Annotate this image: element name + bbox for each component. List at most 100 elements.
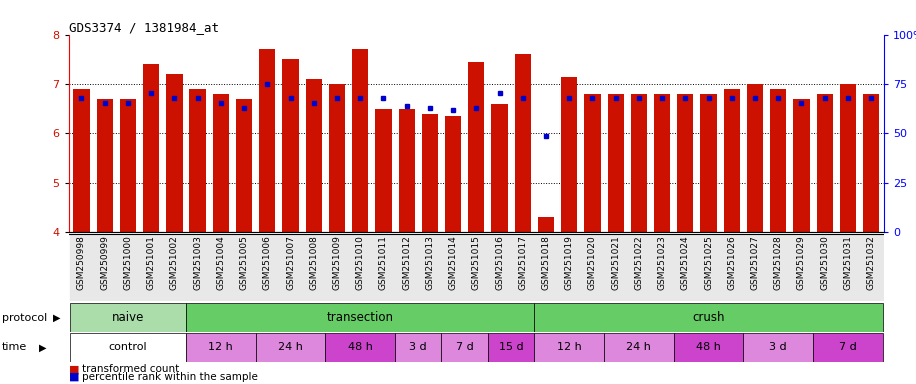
Bar <box>376 109 391 232</box>
Bar <box>767 234 790 301</box>
Bar <box>581 234 604 301</box>
Bar <box>558 234 581 301</box>
Text: 7 d: 7 d <box>456 342 474 353</box>
Text: GSM251006: GSM251006 <box>263 236 272 290</box>
Bar <box>488 333 534 362</box>
Text: crush: crush <box>692 311 725 324</box>
Bar <box>534 234 558 301</box>
Text: GSM251025: GSM251025 <box>704 236 713 290</box>
Text: GSM250998: GSM250998 <box>77 236 86 290</box>
Text: 15 d: 15 d <box>499 342 523 353</box>
Bar <box>236 99 252 232</box>
Text: GSM251018: GSM251018 <box>541 236 551 290</box>
Text: GSM251021: GSM251021 <box>611 236 620 290</box>
Text: GSM251012: GSM251012 <box>402 236 411 290</box>
Bar <box>278 234 302 301</box>
Bar <box>421 114 438 232</box>
Text: GSM251027: GSM251027 <box>750 236 759 290</box>
Bar <box>654 94 671 232</box>
Text: 24 h: 24 h <box>627 342 651 353</box>
Text: ■: ■ <box>69 372 79 382</box>
Text: GSM251001: GSM251001 <box>147 236 156 290</box>
Bar <box>631 94 647 232</box>
Text: ■: ■ <box>69 364 79 374</box>
Text: GDS3374 / 1381984_at: GDS3374 / 1381984_at <box>69 21 219 34</box>
Bar <box>233 234 256 301</box>
Bar <box>372 234 395 301</box>
Bar <box>395 234 419 301</box>
Bar <box>464 234 488 301</box>
Bar <box>534 303 883 332</box>
Bar <box>256 333 325 362</box>
Bar <box>70 303 186 332</box>
Bar <box>720 234 744 301</box>
Bar <box>163 234 186 301</box>
Text: GSM251022: GSM251022 <box>635 236 643 290</box>
Bar <box>306 79 322 232</box>
Bar <box>674 333 744 362</box>
Text: 48 h: 48 h <box>696 342 721 353</box>
Text: GSM251008: GSM251008 <box>310 236 318 290</box>
Bar <box>349 234 372 301</box>
Text: naive: naive <box>112 311 144 324</box>
Text: ▶: ▶ <box>38 342 46 353</box>
Bar <box>747 84 763 232</box>
Bar <box>744 333 813 362</box>
Text: percentile rank within the sample: percentile rank within the sample <box>82 372 258 382</box>
Bar <box>697 234 720 301</box>
Text: GSM251031: GSM251031 <box>844 236 853 290</box>
Bar <box>186 303 534 332</box>
Bar <box>70 234 93 301</box>
Bar <box>584 94 601 232</box>
Bar <box>120 99 136 232</box>
Bar <box>538 217 554 232</box>
Text: GSM250999: GSM250999 <box>100 236 109 290</box>
Text: GSM251000: GSM251000 <box>124 236 133 290</box>
Bar <box>674 234 697 301</box>
Bar <box>793 99 810 232</box>
Bar <box>863 94 879 232</box>
Bar <box>116 234 139 301</box>
Bar <box>70 333 186 362</box>
Text: protocol: protocol <box>2 313 47 323</box>
Bar <box>166 74 182 232</box>
Text: GSM251013: GSM251013 <box>425 236 434 290</box>
Bar <box>325 234 349 301</box>
Text: 24 h: 24 h <box>278 342 303 353</box>
Bar <box>302 234 325 301</box>
Bar <box>488 234 511 301</box>
Text: GSM251002: GSM251002 <box>169 236 179 290</box>
Bar <box>395 333 442 362</box>
Bar <box>790 234 813 301</box>
Text: transection: transection <box>327 311 394 324</box>
Bar <box>604 234 627 301</box>
Bar <box>93 234 116 301</box>
Text: GSM251029: GSM251029 <box>797 236 806 290</box>
Bar <box>859 234 883 301</box>
Bar <box>352 50 368 232</box>
Bar <box>139 234 163 301</box>
Bar <box>96 99 113 232</box>
Bar <box>562 76 577 232</box>
Bar <box>677 94 693 232</box>
Text: GSM251015: GSM251015 <box>472 236 481 290</box>
Text: GSM251028: GSM251028 <box>774 236 783 290</box>
Text: GSM251023: GSM251023 <box>658 236 667 290</box>
Bar <box>73 89 90 232</box>
Bar <box>836 234 859 301</box>
Text: GSM251016: GSM251016 <box>495 236 504 290</box>
Bar <box>813 333 883 362</box>
Text: 12 h: 12 h <box>557 342 582 353</box>
Bar <box>442 234 464 301</box>
Bar <box>143 64 159 232</box>
Bar <box>259 50 276 232</box>
Bar <box>445 116 462 232</box>
Bar <box>209 234 233 301</box>
Bar <box>604 333 674 362</box>
Text: 3 d: 3 d <box>409 342 427 353</box>
Bar <box>256 234 278 301</box>
Bar <box>325 333 395 362</box>
Bar <box>816 94 833 232</box>
Text: GSM251014: GSM251014 <box>449 236 458 290</box>
Text: GSM251007: GSM251007 <box>286 236 295 290</box>
